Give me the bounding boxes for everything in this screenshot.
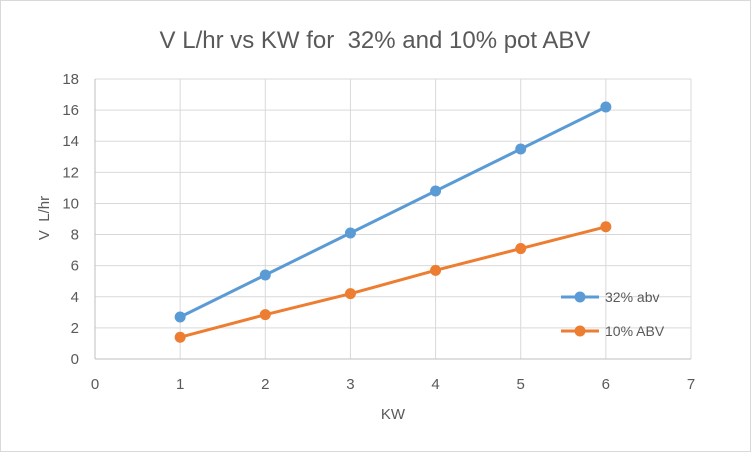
y-axis-label: V L/hr bbox=[36, 196, 53, 240]
data-point bbox=[430, 185, 442, 197]
data-point bbox=[600, 221, 612, 233]
data-point bbox=[430, 264, 442, 276]
data-point bbox=[600, 101, 612, 113]
x-tick-label: 7 bbox=[687, 376, 695, 393]
y-tick-label: 18 bbox=[62, 71, 79, 88]
data-point bbox=[344, 227, 356, 239]
y-tick-label: 14 bbox=[62, 133, 79, 150]
legend-label: 32% abv bbox=[605, 289, 659, 305]
data-point bbox=[174, 331, 186, 343]
axes bbox=[94, 79, 691, 360]
y-tick-label: 2 bbox=[71, 320, 79, 337]
legend: 32% abv 10% ABV bbox=[561, 289, 665, 339]
series-group bbox=[174, 101, 612, 343]
data-point bbox=[259, 269, 271, 281]
legend-label: 10% ABV bbox=[605, 323, 665, 339]
y-tick-label: 4 bbox=[71, 289, 79, 306]
x-tick-label: 1 bbox=[176, 376, 184, 393]
y-tick-label: 8 bbox=[71, 227, 79, 244]
y-tick-label: 0 bbox=[71, 351, 79, 368]
legend-swatch-marker bbox=[574, 291, 586, 303]
y-tick-label: 10 bbox=[62, 195, 79, 212]
x-tick-label: 4 bbox=[431, 376, 439, 393]
legend-swatch-marker bbox=[574, 325, 586, 337]
data-point bbox=[515, 243, 527, 255]
data-point bbox=[174, 311, 186, 323]
data-point bbox=[259, 309, 271, 321]
x-tick-label: 5 bbox=[517, 376, 525, 393]
x-tick-labels: 0 1 2 3 4 5 6 7 bbox=[91, 376, 695, 393]
y-tick-label: 6 bbox=[71, 258, 79, 275]
x-tick-label: 0 bbox=[91, 376, 99, 393]
data-point bbox=[515, 143, 527, 155]
y-tick-labels: 0 2 4 6 8 10 12 14 16 18 bbox=[62, 71, 79, 368]
x-tick-label: 6 bbox=[602, 376, 610, 393]
gridlines bbox=[95, 78, 692, 359]
x-tick-label: 3 bbox=[346, 376, 354, 393]
data-point bbox=[344, 288, 356, 300]
y-tick-label: 16 bbox=[62, 102, 79, 119]
x-tick-label: 2 bbox=[261, 376, 269, 393]
series-line-2 bbox=[179, 225, 607, 339]
series-line-1 bbox=[179, 105, 607, 319]
y-tick-label: 12 bbox=[62, 164, 79, 181]
chart-title: V L/hr vs KW for 32% and 10% pot ABV bbox=[160, 27, 591, 54]
x-axis-label: KW bbox=[381, 406, 406, 423]
